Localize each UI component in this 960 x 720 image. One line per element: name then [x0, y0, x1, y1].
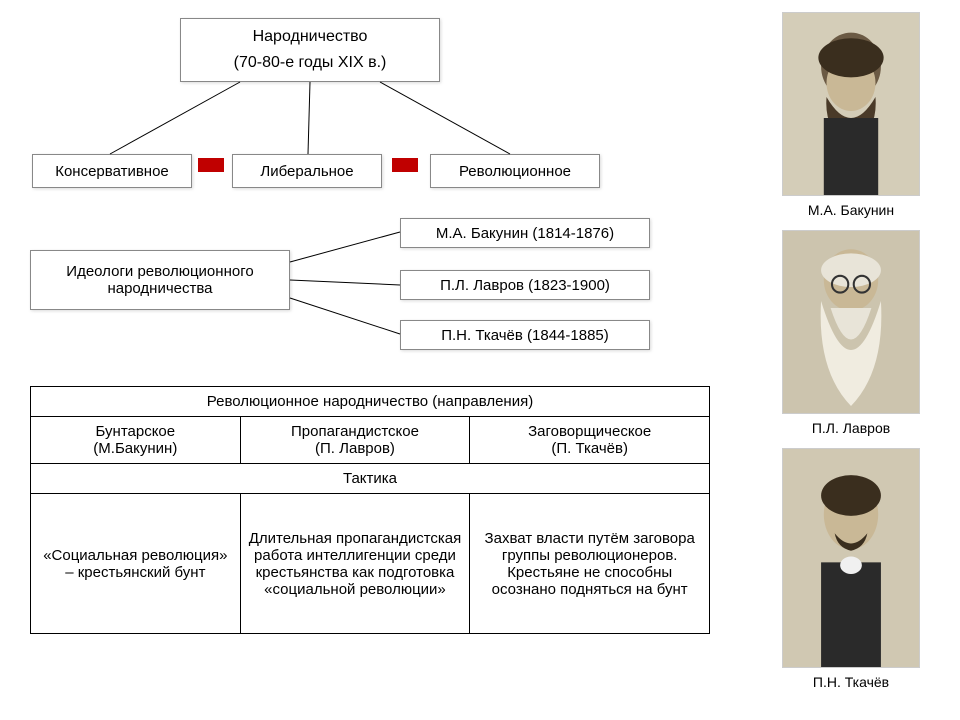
col-header: Заговорщическое (П. Ткачёв)	[470, 417, 710, 464]
portrait-bakunin	[782, 12, 920, 196]
col-name: Заговорщическое	[528, 423, 651, 440]
red-marker	[198, 158, 224, 172]
col-name: Бунтарское	[96, 423, 176, 440]
ideologist-label: П.Л. Лавров (1823-1900)	[440, 277, 610, 294]
red-marker	[392, 158, 418, 172]
root-line2: (70-80-е годы XIX в.)	[234, 54, 387, 72]
tactic-cell: Длительная пропагандистская работа интел…	[240, 494, 470, 634]
branch-label: Революционное	[459, 163, 571, 180]
ideologists-line2: народничества	[107, 280, 212, 297]
ideologist-bakunin: М.А. Бакунин (1814-1876)	[400, 218, 650, 248]
ideologist-tkachev: П.Н. Ткачёв (1844-1885)	[400, 320, 650, 350]
directions-table: Революционное народничество (направления…	[30, 386, 710, 634]
tactics-label: Тактика	[31, 464, 710, 494]
branch-conservative: Консервативное	[32, 154, 192, 188]
portrait-caption: П.Л. Лавров	[782, 420, 920, 436]
portrait-lavrov	[782, 230, 920, 414]
tactic-cell: «Социальная революция» – крестьянский бу…	[31, 494, 241, 634]
portrait-caption: М.А. Бакунин	[782, 202, 920, 218]
branch-label: Консервативное	[55, 163, 169, 180]
branch-revolutionary: Революционное	[430, 154, 600, 188]
root-line1: Народничество	[253, 28, 368, 46]
portrait-caption: П.Н. Ткачёв	[782, 674, 920, 690]
portrait-tkachev	[782, 448, 920, 668]
tactic-cell: Захват власти путём заговора группы рево…	[470, 494, 710, 634]
table-header: Революционное народничество (направления…	[31, 387, 710, 417]
col-header: Бунтарское (М.Бакунин)	[31, 417, 241, 464]
col-name: Пропагандистское	[291, 423, 419, 440]
col-person: (П. Лавров)	[315, 440, 395, 457]
col-header: Пропагандистское (П. Лавров)	[240, 417, 470, 464]
col-person: (М.Бакунин)	[93, 440, 177, 457]
col-person: (П. Ткачёв)	[551, 440, 628, 457]
ideologist-label: М.А. Бакунин (1814-1876)	[436, 225, 614, 242]
ideologists-line1: Идеологи революционного	[66, 263, 253, 280]
branch-label: Либеральное	[260, 163, 353, 180]
ideologists-box: Идеологи революционного народничества	[30, 250, 290, 310]
branch-liberal: Либеральное	[232, 154, 382, 188]
root-box: Народничество (70-80-е годы XIX в.)	[180, 18, 440, 82]
ideologist-label: П.Н. Ткачёв (1844-1885)	[441, 327, 609, 344]
ideologist-lavrov: П.Л. Лавров (1823-1900)	[400, 270, 650, 300]
